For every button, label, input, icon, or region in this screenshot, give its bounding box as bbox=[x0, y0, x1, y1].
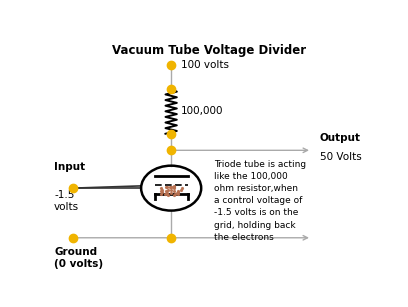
Text: Input: Input bbox=[54, 162, 85, 172]
Text: Triode tube is acting
like the 100,000
ohm resistor,when
a control voltage of
-1: Triode tube is acting like the 100,000 o… bbox=[214, 160, 306, 242]
Text: -1.5
volts: -1.5 volts bbox=[54, 190, 79, 212]
Text: Output: Output bbox=[320, 134, 361, 143]
Text: 100 volts: 100 volts bbox=[181, 60, 228, 70]
Text: Ground
(0 volts): Ground (0 volts) bbox=[54, 247, 103, 269]
Text: Vacuum Tube Voltage Divider: Vacuum Tube Voltage Divider bbox=[112, 44, 306, 57]
Text: 50 Volts: 50 Volts bbox=[320, 152, 361, 162]
Text: 100,000: 100,000 bbox=[181, 106, 223, 116]
